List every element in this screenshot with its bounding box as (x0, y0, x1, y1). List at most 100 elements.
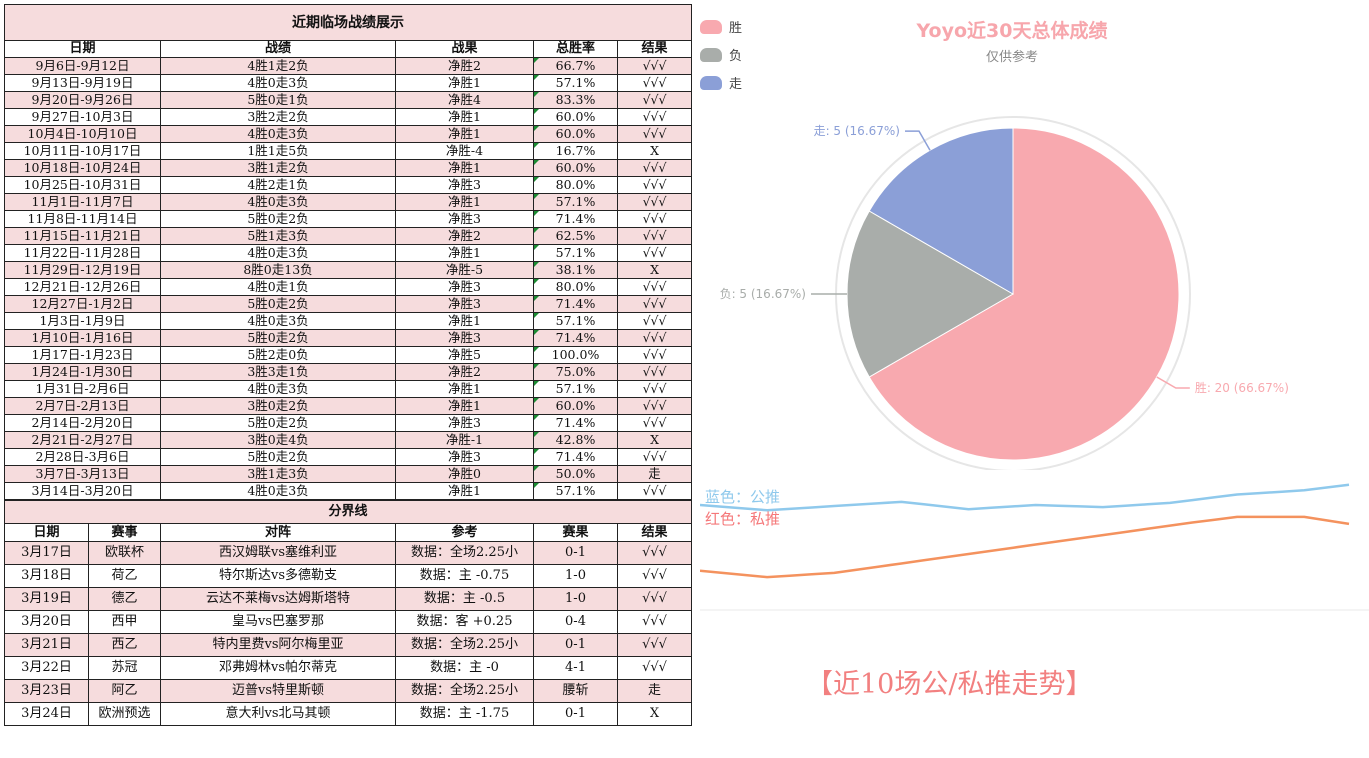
header2-date: 日期 (4, 523, 89, 542)
record-cell: 11月15日-11月21日 (4, 227, 161, 245)
record-cell: √√√ (616, 312, 693, 330)
record-cell: 16.7% (533, 142, 618, 160)
match-cell: 数据：主 -0 (395, 656, 534, 680)
match-cell: 3月19日 (4, 587, 89, 611)
pie-label-0: 胜: 20 (66.67%) (1195, 380, 1289, 395)
trend-legend-red: 红色：私推 (705, 510, 781, 528)
match-cell: 西甲 (88, 610, 161, 634)
match-cell: 0-1 (533, 702, 618, 726)
pie-slice-2[interactable] (868, 127, 1014, 295)
record-cell: 9月20日-9月26日 (4, 91, 161, 109)
match-cell: 数据：全场2.25小 (395, 633, 534, 657)
match-cell: √√√ (616, 610, 693, 634)
match-cell: 0-1 (533, 633, 618, 657)
record-cell: 60.0% (533, 397, 618, 415)
header-outcome: 战果 (395, 40, 534, 58)
record-cell: 1月31日-2月6日 (4, 380, 161, 398)
record-cell: 71.4% (533, 448, 618, 466)
match-cell: 特尔斯达vs多德勒支 (160, 564, 396, 588)
record-cell: 1月3日-1月9日 (4, 312, 161, 330)
header-record: 战绩 (160, 40, 396, 58)
record-cell: √√√ (616, 363, 693, 381)
record-cell: 11月8日-11月14日 (4, 210, 161, 228)
pie-slice-1[interactable] (846, 210, 1014, 378)
record-cell: 11月1日-11月7日 (4, 193, 161, 211)
match-row: 3月22日 苏冠 邓弗姆林vs帕尔蒂克 数据：主 -0 4-1 √√√ (4, 656, 693, 680)
record-cell: 5胜0走2负 (160, 448, 396, 466)
record-cell: √√√ (616, 244, 693, 262)
legend-label-loss: 负 (729, 49, 743, 64)
record-cell: 1月24日-1月30日 (4, 363, 161, 381)
trend-series-1 (700, 515, 1350, 579)
record-cell: 71.4% (533, 295, 618, 313)
record-cell: √√√ (616, 210, 693, 228)
record-cell: √√√ (616, 482, 693, 500)
match-cell: √√√ (616, 587, 693, 611)
trend-line-chart (700, 483, 1369, 611)
record-cell: 3胜0走2负 (160, 397, 396, 415)
pie-subtitle: 仅供参考 (985, 50, 1038, 65)
record-cell: 4胜0走3负 (160, 193, 396, 211)
record-cell: 净胜1 (395, 108, 534, 126)
record-row: 11月15日-11月21日 5胜1走3负 净胜2 62.5% √√√ (4, 227, 693, 245)
record-cell: 10月18日-10月24日 (4, 159, 161, 177)
record-cell: 净胜-1 (395, 431, 534, 449)
record-cell: 80.0% (533, 278, 618, 296)
match-row: 3月17日 欧联杯 西汉姆联vs塞维利亚 数据：全场2.25小 0-1 √√√ (4, 541, 693, 565)
record-cell: 60.0% (533, 125, 618, 143)
record-cell: 83.3% (533, 91, 618, 109)
record-row: 10月11日-10月17日 1胜1走5负 净胜-4 16.7% X (4, 142, 693, 160)
record-row: 1月24日-1月30日 3胜3走1负 净胜2 75.0% √√√ (4, 363, 693, 381)
record-cell: √√√ (616, 74, 693, 92)
record-cell: 10月4日-10月10日 (4, 125, 161, 143)
match-row: 3月23日 阿乙 迈普vs特里斯顿 数据：全场2.25小 腰斩走 (4, 679, 693, 703)
record-cell: 4胜0走3负 (160, 482, 396, 500)
record-cell: √√√ (616, 91, 693, 109)
record-cell: √√√ (616, 193, 693, 211)
record-row: 1月3日-1月9日 4胜0走3负 净胜1 57.1% √√√ (4, 312, 693, 330)
record-cell: 净胜2 (395, 227, 534, 245)
record-cell: X (616, 261, 693, 279)
legend-swatch-loss (700, 48, 722, 62)
legend-swatch-win (700, 20, 722, 34)
record-cell: 5胜0走2负 (160, 210, 396, 228)
record-cell: √√√ (616, 329, 693, 347)
record-cell: 净胜0 (395, 465, 534, 483)
record-cell: √√√ (616, 295, 693, 313)
record-cell: 净胜3 (395, 448, 534, 466)
record-row: 2月28日-3月6日 5胜0走2负 净胜3 71.4% √√√ (4, 448, 693, 466)
record-cell: 10月25日-10月31日 (4, 176, 161, 194)
match-cell: 3月23日 (4, 679, 89, 703)
record-cell: 5胜0走2负 (160, 329, 396, 347)
record-cell: X (616, 142, 693, 160)
record-cell: √√√ (616, 57, 693, 75)
pie-label-line-2 (905, 130, 931, 151)
record-cell: 4胜0走1负 (160, 278, 396, 296)
pie-slice-0[interactable] (868, 127, 1180, 461)
record-row: 10月4日-10月10日 4胜0走3负 净胜1 60.0% √√√ (4, 125, 693, 143)
record-row: 1月31日-2月6日 4胜0走3负 净胜1 57.1% √√√ (4, 380, 693, 398)
record-cell: 净胜5 (395, 346, 534, 364)
pie-label-1: 负: 5 (16.67%) (720, 287, 806, 301)
record-cell: 净胜3 (395, 278, 534, 296)
record-cell: 4胜0走3负 (160, 380, 396, 398)
record-cell: 净胜1 (395, 482, 534, 500)
record-cell: 100.0% (533, 346, 618, 364)
record-cell: √√√ (616, 176, 693, 194)
record-cell: 净胜3 (395, 329, 534, 347)
record-cell: 3月7日-3月13日 (4, 465, 161, 483)
record-cell: 1月17日-1月23日 (4, 346, 161, 364)
record-cell: 11月22日-11月28日 (4, 244, 161, 262)
match-cell: 3月22日 (4, 656, 89, 680)
record-cell: 9月13日-9月19日 (4, 74, 161, 92)
record-row: 9月6日-9月12日 4胜1走2负 净胜2 66.7% √√√ (4, 57, 693, 75)
match-cell: 1-0 (533, 587, 618, 611)
record-cell: 4胜2走1负 (160, 176, 396, 194)
record-row: 2月21日-2月27日 3胜0走4负 净胜-1 42.8% X (4, 431, 693, 449)
record-cell: 4胜1走2负 (160, 57, 396, 75)
record-cell: 3胜1走2负 (160, 159, 396, 177)
record-cell: 5胜0走1负 (160, 91, 396, 109)
legend-swatch-push (700, 76, 722, 90)
weekly-record-table: 近期临场战绩展示 日期 战绩 战果 总胜率 结果 9月6日-9月12日 4胜1走2… (3, 4, 693, 500)
record-cell: 10月11日-10月17日 (4, 142, 161, 160)
